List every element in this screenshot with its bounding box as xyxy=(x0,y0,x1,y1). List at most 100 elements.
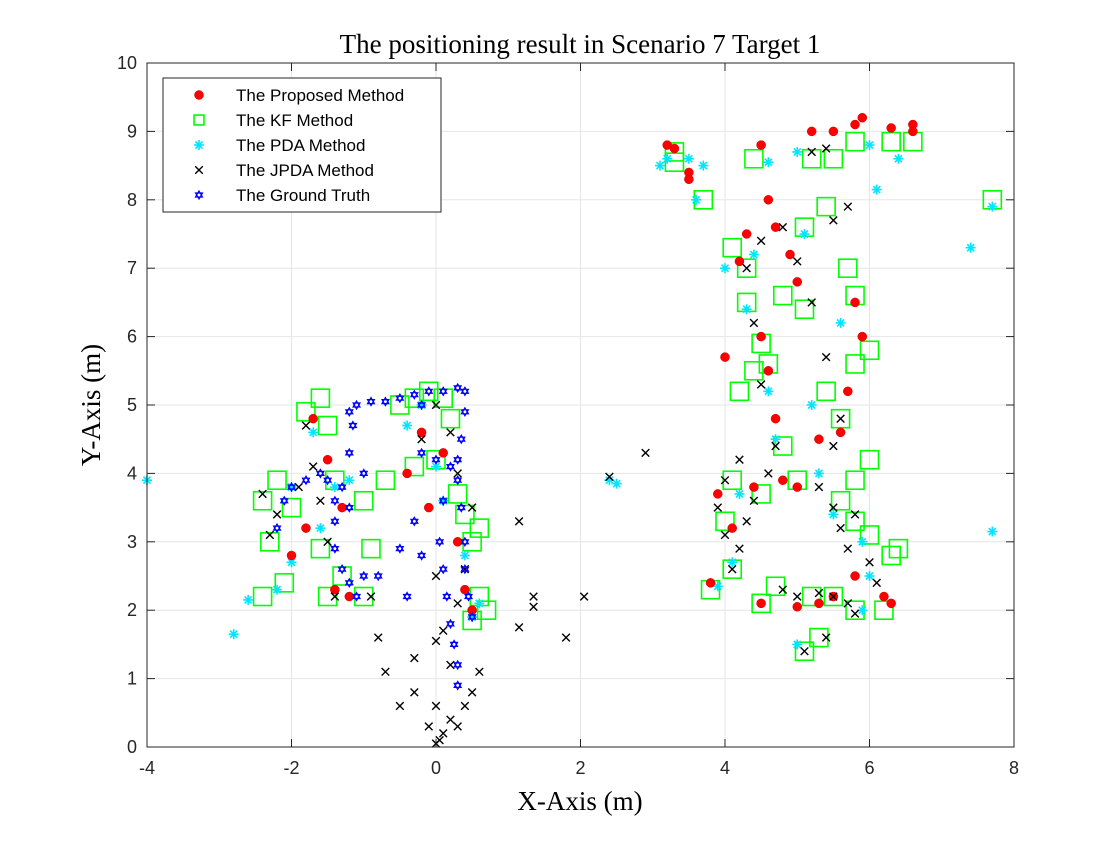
ground-truth-point-triangle xyxy=(366,399,376,407)
proposed-point xyxy=(330,584,340,595)
jpda-point-stroke xyxy=(446,660,455,670)
jpda-point xyxy=(850,609,860,618)
jpda-point xyxy=(735,455,744,465)
ground-truth-point-triangle xyxy=(409,518,419,527)
ground-truth-point-triangle xyxy=(286,484,297,493)
ground-truth-point-triangle xyxy=(460,388,470,397)
pda-point xyxy=(474,598,485,609)
legend-marker-kf xyxy=(193,114,205,126)
pda-point xyxy=(611,478,622,489)
jpda-point-stroke xyxy=(453,599,462,608)
pda-point-stroke xyxy=(713,582,722,591)
pda-point xyxy=(770,434,781,445)
y-tick-label: 2 xyxy=(127,600,137,620)
kf-point xyxy=(859,525,880,545)
ground-truth-point-triangle xyxy=(315,470,325,479)
ground-truth-point xyxy=(453,659,463,671)
legend-label-kf: The KF Method xyxy=(236,111,353,130)
ground-truth-point-triangle xyxy=(359,468,369,476)
pda-point xyxy=(662,153,673,164)
ground-truth-point-triangle xyxy=(438,563,448,572)
jpda-point-stroke xyxy=(529,592,538,601)
ground-truth-point xyxy=(337,481,347,493)
jpda-point xyxy=(713,503,723,512)
jpda-point-stroke xyxy=(764,469,773,478)
proposed-point xyxy=(806,126,817,137)
proposed-point xyxy=(684,174,694,185)
jpda-point-stroke xyxy=(424,722,434,731)
jpda-point xyxy=(807,147,816,157)
ground-truth-point xyxy=(435,536,445,547)
kf-point xyxy=(317,586,338,607)
jpda-point-stroke xyxy=(395,701,405,711)
jpda-point-stroke xyxy=(410,687,419,697)
proposed-point xyxy=(785,249,795,260)
jpda-point-stroke xyxy=(821,633,831,642)
ground-truth-point-triangle xyxy=(435,539,445,547)
jpda-point xyxy=(424,722,434,731)
pda-point xyxy=(691,194,702,205)
ground-truth-point xyxy=(330,516,340,527)
jpda-point-stroke xyxy=(467,503,477,512)
jpda-point-stroke xyxy=(807,298,816,307)
ground-truth-point xyxy=(449,639,459,650)
ground-truth-point-triangle xyxy=(438,388,448,397)
jpda-point xyxy=(265,530,275,540)
ground-truth-point-triangle xyxy=(344,505,354,513)
ground-truth-point-triangle xyxy=(279,498,289,507)
ground-truth-point xyxy=(330,495,340,507)
jpda-point xyxy=(829,503,838,512)
jpda-point-stroke xyxy=(514,516,524,526)
jpda-point-stroke xyxy=(829,216,838,225)
pda-point-stroke xyxy=(807,400,816,410)
pda-point xyxy=(835,317,846,328)
pda-point xyxy=(864,140,875,151)
jpda-point xyxy=(514,623,524,632)
kf-point xyxy=(772,285,793,306)
jpda-point-stroke xyxy=(850,510,860,519)
proposed-point xyxy=(286,550,297,561)
legend-marker-jpda-stroke xyxy=(194,165,204,175)
legend-label-ground-truth: The Ground Truth xyxy=(236,186,370,205)
jpda-point-stroke xyxy=(872,578,882,588)
jpda-point-stroke xyxy=(453,469,462,478)
jpda-point-stroke xyxy=(529,602,538,612)
pda-point-stroke xyxy=(684,154,693,163)
jpda-point xyxy=(453,599,462,608)
pda-point xyxy=(857,536,868,547)
jpda-point-stroke xyxy=(373,633,383,642)
legend-box xyxy=(162,77,442,213)
ground-truth-point-triangle xyxy=(352,399,362,408)
ground-truth-point xyxy=(352,399,362,411)
kf-point xyxy=(809,627,829,648)
pda-point-stroke xyxy=(692,195,701,204)
jpda-point xyxy=(872,578,882,588)
ground-truth-point-triangle xyxy=(373,573,383,582)
pda-point xyxy=(965,242,976,253)
kf-point xyxy=(751,484,771,504)
pda-point-stroke xyxy=(742,305,751,314)
kf-point xyxy=(476,600,497,621)
jpda-point xyxy=(756,380,766,389)
pda-point-stroke xyxy=(793,640,802,649)
ground-truth-point xyxy=(272,522,282,534)
ground-truth-point-triangle xyxy=(344,580,354,588)
jpda-point xyxy=(475,667,484,677)
jpda-point-stroke xyxy=(381,667,390,677)
jpda-point-stroke xyxy=(843,599,853,608)
jpda-point xyxy=(836,414,845,423)
kf-point xyxy=(715,511,735,532)
jpda-point-stroke xyxy=(792,257,802,266)
jpda-point xyxy=(294,482,304,492)
axis-tick-labels: -4 -2 0 2 4 6 8 0 1 2 3 4 5 6 7 8 9 10 xyxy=(117,53,1019,778)
y-tick-label: 7 xyxy=(127,258,137,278)
kf-point xyxy=(881,545,901,566)
jpda-point-stroke xyxy=(713,503,723,512)
kf-point xyxy=(260,531,280,552)
proposed-point xyxy=(857,331,868,342)
jpda-point xyxy=(410,687,419,697)
kf-point xyxy=(845,131,865,152)
jpda-point xyxy=(431,400,441,410)
ground-truth-point-triangle xyxy=(460,566,470,575)
pda-point-stroke xyxy=(728,558,737,567)
